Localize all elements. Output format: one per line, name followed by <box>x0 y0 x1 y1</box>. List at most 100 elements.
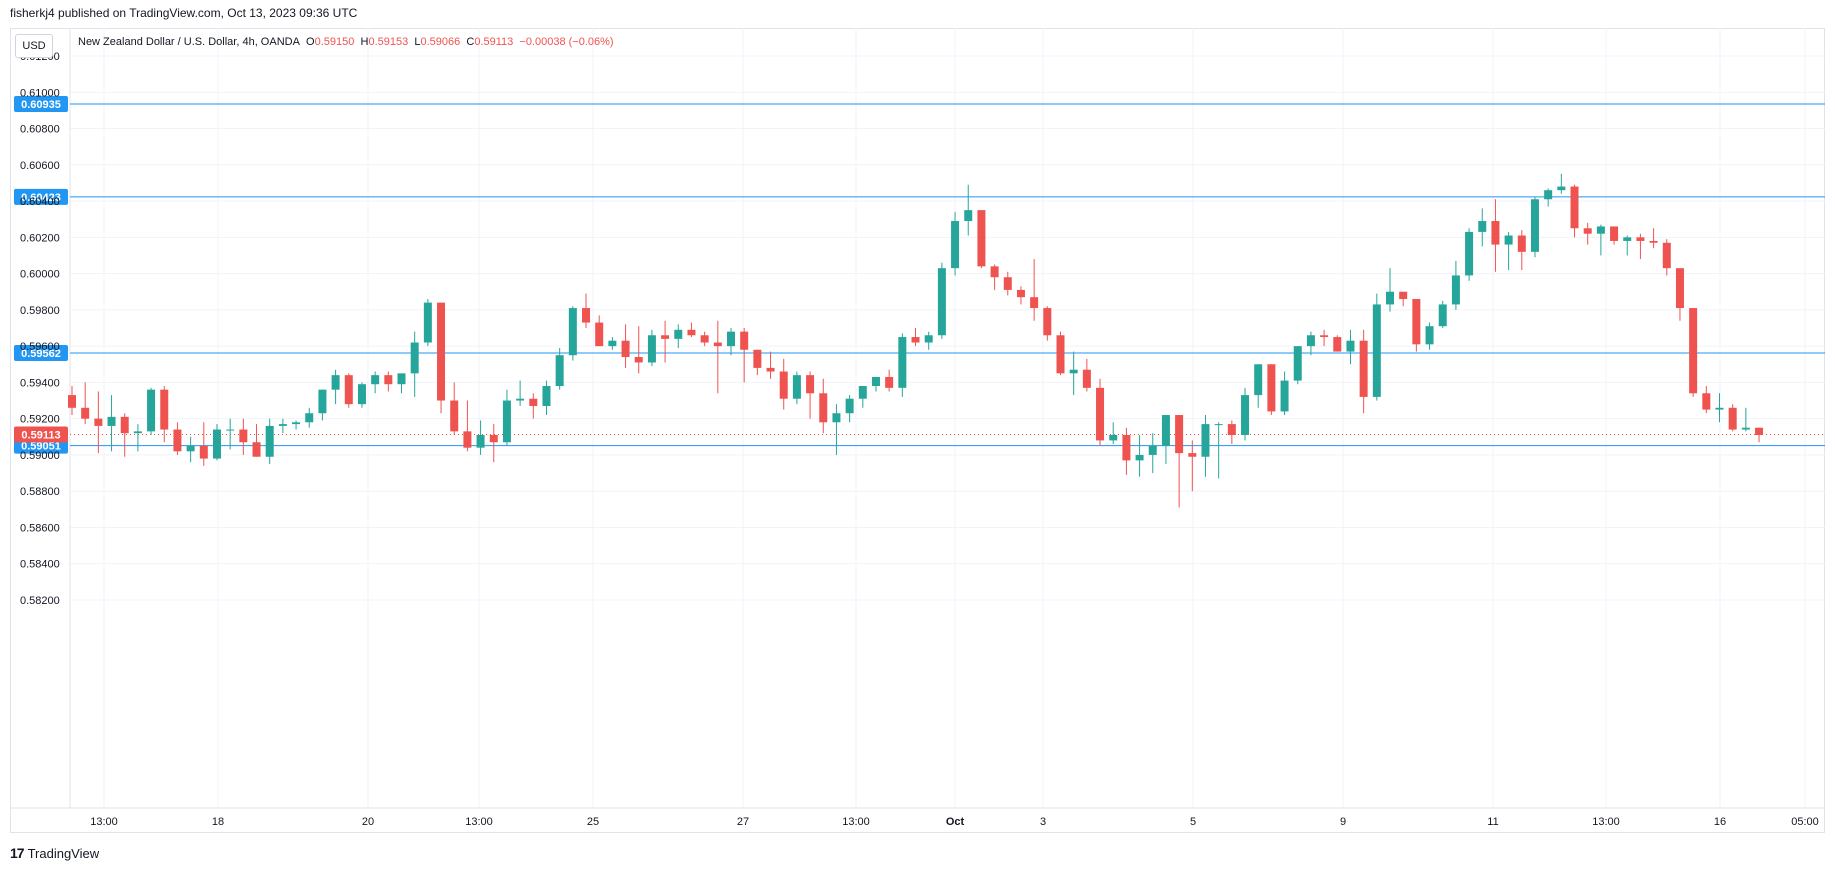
candle <box>542 380 551 416</box>
candle-body <box>384 375 393 385</box>
candle-body <box>1030 297 1039 309</box>
candle <box>806 371 815 419</box>
candle-body <box>1504 235 1513 245</box>
candle <box>278 418 287 434</box>
candle <box>1135 434 1144 477</box>
candle-body <box>990 266 999 278</box>
candle <box>1069 351 1078 396</box>
candle-body <box>212 429 221 459</box>
candle-body <box>1649 240 1658 243</box>
candle <box>1201 415 1210 477</box>
y-tick-label: 0.58600 <box>20 522 60 534</box>
hline-price-label: 0.59051 <box>21 441 61 453</box>
candle <box>1517 230 1526 270</box>
candle <box>1346 329 1355 365</box>
candle <box>1280 371 1289 416</box>
candle <box>331 369 340 405</box>
chart-frame <box>10 28 1825 833</box>
candle <box>1478 208 1487 247</box>
candle-body <box>94 418 103 426</box>
candle-body <box>423 302 432 343</box>
candle <box>885 369 894 392</box>
candle <box>463 400 472 452</box>
candle-body <box>1214 424 1223 426</box>
candle <box>1122 427 1131 475</box>
x-tick-label: 5 <box>1190 816 1196 828</box>
y-tick-label: 0.59600 <box>20 341 60 353</box>
candle <box>1175 415 1184 508</box>
candle-body <box>529 398 538 406</box>
candle-body <box>845 398 854 414</box>
candle-body <box>595 322 604 347</box>
candle <box>924 331 933 350</box>
candle <box>1056 331 1065 376</box>
x-tick-label: 18 <box>212 816 224 828</box>
candle <box>371 371 380 394</box>
candle-body <box>964 210 973 222</box>
x-tick-label: 9 <box>1340 816 1346 828</box>
currency-button[interactable]: USD <box>15 34 53 58</box>
candle <box>1214 422 1223 479</box>
candle <box>1530 197 1539 258</box>
candle-body <box>489 434 498 443</box>
candle-body <box>450 400 459 432</box>
candle-body <box>1161 415 1170 446</box>
candle-body <box>1280 380 1289 412</box>
time-axis: 13:00 18 20 13:00 25 27 13:00 Oct 3 5 9 11 13:00 16 05… <box>90 816 1819 828</box>
candle <box>265 418 274 464</box>
candle <box>1386 268 1394 312</box>
candle-body <box>779 371 788 399</box>
candle-body <box>1623 237 1632 241</box>
low-label: L <box>414 36 421 48</box>
candle <box>1412 298 1421 352</box>
candle <box>529 393 538 419</box>
candle-body <box>1596 226 1605 234</box>
candle-body <box>1267 364 1276 412</box>
y-tick-label: 0.59000 <box>20 450 60 462</box>
y-tick-label: 0.58400 <box>20 559 60 571</box>
candle-body <box>357 384 366 405</box>
candle-body <box>1412 298 1421 345</box>
publisher-line: fisherkj4 published on TradingView.com, … <box>10 6 358 20</box>
candle-body <box>239 429 248 443</box>
candle-body <box>568 308 577 356</box>
candle <box>1241 387 1250 441</box>
candle-body <box>937 268 946 336</box>
close-label: C <box>466 36 475 48</box>
candle <box>305 407 314 428</box>
candle-body <box>1478 221 1487 232</box>
candle-body <box>1675 268 1684 309</box>
candle-body <box>885 376 894 388</box>
candle <box>1320 329 1329 347</box>
candle <box>608 337 617 350</box>
candle <box>832 404 841 455</box>
candle-body <box>555 355 564 387</box>
x-tick-label: 13:00 <box>842 816 870 828</box>
candle <box>199 422 208 466</box>
y-tick-label: 0.61000 <box>20 87 60 99</box>
candle <box>647 329 656 367</box>
candle <box>357 382 366 408</box>
candle <box>766 351 775 379</box>
footer-brand[interactable]: 17 TradingView <box>10 845 99 861</box>
hline-price-label: 0.60423 <box>21 192 61 204</box>
candle <box>568 306 577 361</box>
candle-body <box>397 373 406 385</box>
hline-price-label: 0.60935 <box>21 99 61 111</box>
open-label: O <box>306 36 315 48</box>
candle <box>173 422 182 455</box>
candle-body <box>120 416 129 434</box>
candle <box>450 382 459 435</box>
candle-body <box>1386 291 1394 305</box>
candle-body <box>832 413 841 423</box>
candle <box>1372 293 1381 401</box>
candle <box>1043 306 1052 341</box>
candle <box>845 395 854 423</box>
open-value: 0.59150 <box>314 36 355 48</box>
candle <box>1570 184 1579 238</box>
candle <box>239 418 248 455</box>
hline-price-tag <box>14 345 68 362</box>
candle <box>344 373 353 408</box>
